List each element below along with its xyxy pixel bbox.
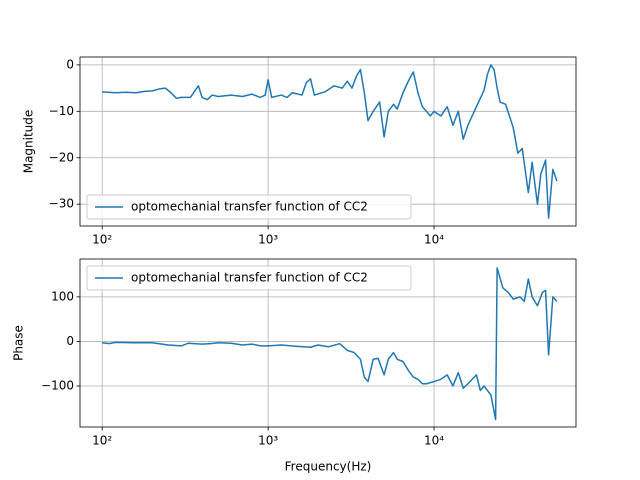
x-tick-label: 10³ (258, 434, 278, 448)
x-tick-label: 10² (92, 233, 112, 247)
y-tick-label: 0 (66, 334, 74, 348)
y-tick-label: −30 (49, 197, 74, 211)
x-tick-label: 10³ (258, 233, 278, 247)
y-axis-label: Phase (12, 325, 26, 361)
legend-box (86, 265, 412, 291)
y-tick-label: 0 (66, 57, 74, 71)
x-tick-label: 10² (92, 434, 112, 448)
legend-label: optomechanial transfer function of CC2 (131, 271, 368, 285)
y-tick-label: −100 (41, 379, 74, 393)
data-line (102, 64, 558, 219)
axes-frame (79, 258, 577, 428)
x-axis-label: Frequency(Hz) (285, 460, 372, 474)
axes-frame (79, 56, 577, 227)
x-tick-label: 10⁴ (424, 434, 444, 448)
legend-label: optomechanial transfer function of CC2 (131, 200, 368, 214)
y-tick-label: −20 (49, 150, 74, 164)
y-tick-label: 100 (51, 289, 74, 303)
y-axis-label: Magnitude (22, 110, 36, 174)
data-line (102, 267, 558, 421)
y-tick-label: −10 (49, 104, 74, 118)
x-tick-label: 10⁴ (424, 233, 444, 247)
legend-box (86, 194, 412, 220)
